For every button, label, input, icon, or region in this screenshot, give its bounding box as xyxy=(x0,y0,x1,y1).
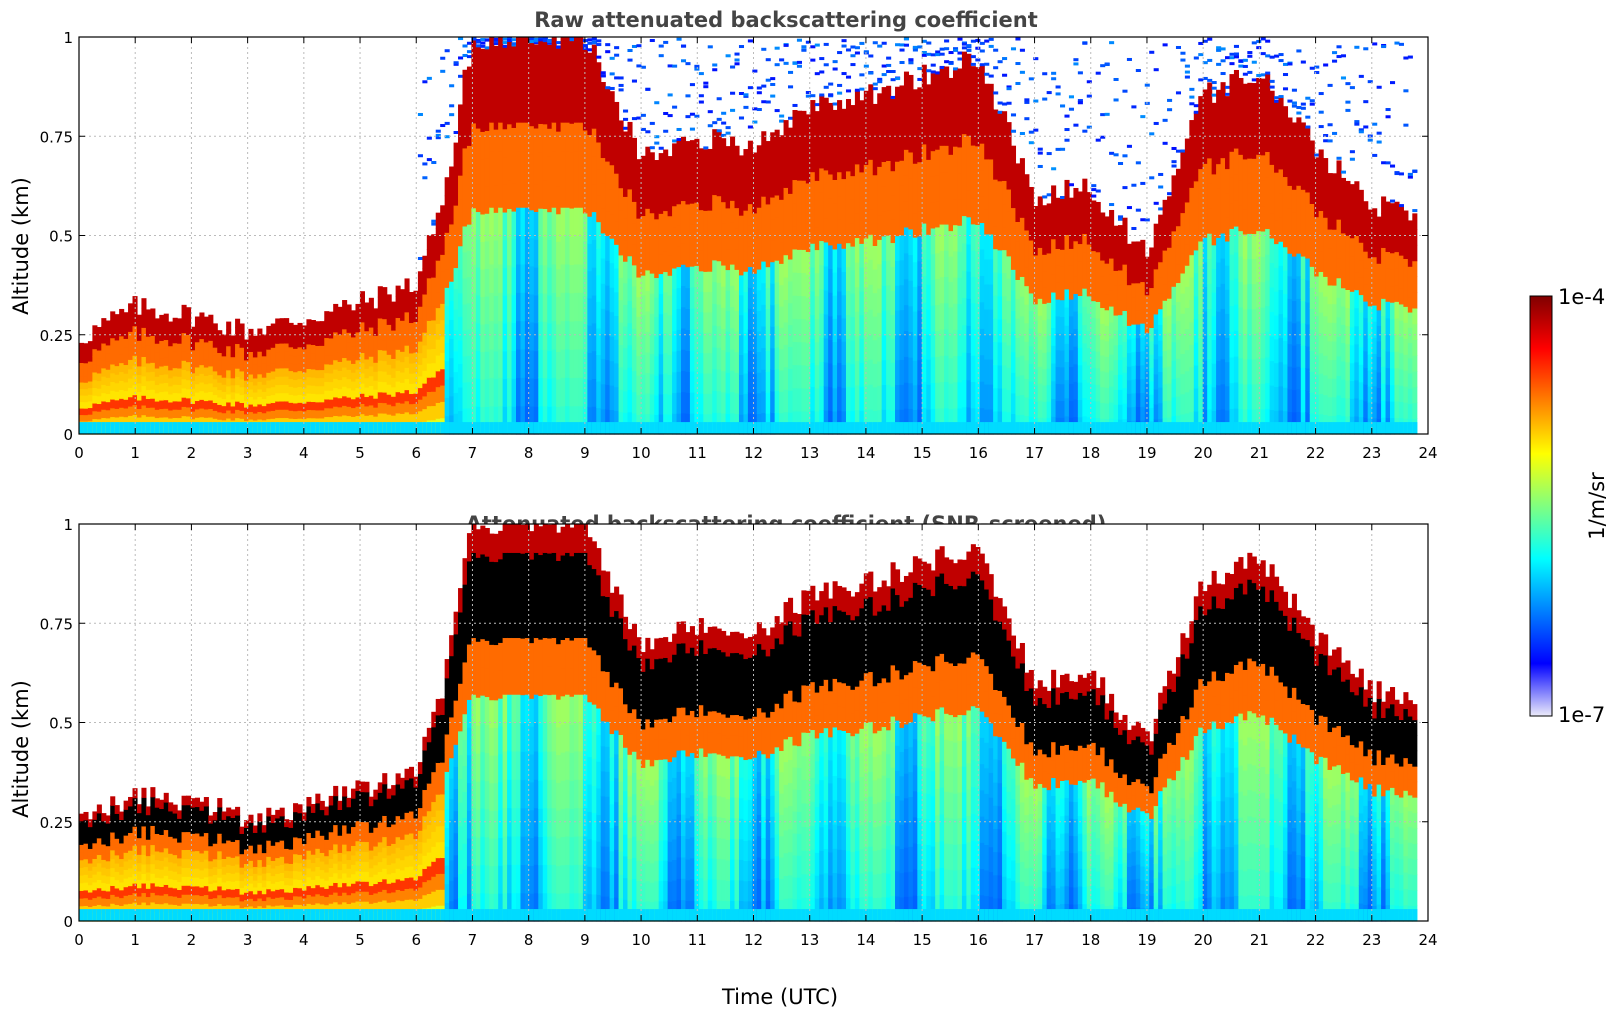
x-tick-label: 11 xyxy=(688,931,707,949)
x-tick-label: 8 xyxy=(524,931,534,949)
colorbar-gradient xyxy=(1529,295,1553,717)
x-tick-label: 17 xyxy=(1025,444,1044,462)
x-tick-label: 11 xyxy=(688,444,707,462)
x-tick-label: 0 xyxy=(74,931,84,949)
bottom-heatmap-panel: 0 1 2 3 4 5 6 7 8 9 10 11 12 13 14 15 16 17 18 19 20 21 22 23 24… xyxy=(40,516,1438,949)
colorbar-min-label: 1e-7 xyxy=(1558,703,1605,727)
x-tick-label: 21 xyxy=(1250,444,1269,462)
y-tick-label: 0.5 xyxy=(49,715,73,733)
x-tick-label: 22 xyxy=(1306,444,1325,462)
x-tick-label: 10 xyxy=(632,931,651,949)
bottom-y-axis-label: Altitude (km) xyxy=(9,680,33,818)
x-tick-label: 12 xyxy=(744,444,763,462)
x-tick-label: 20 xyxy=(1194,444,1213,462)
gridlines xyxy=(79,37,1428,434)
x-tick-label: 18 xyxy=(1081,931,1100,949)
y-tick-label: 0.25 xyxy=(40,327,73,345)
x-tick-label: 13 xyxy=(800,444,819,462)
y-tick-label: 1 xyxy=(63,29,73,47)
x-tick-label: 3 xyxy=(243,931,253,949)
y-tick-label: 0.75 xyxy=(40,128,73,146)
colorbar: 1e-4 1e-7 1/m/sr xyxy=(1529,285,1609,727)
y-tick-label: 0 xyxy=(63,913,73,931)
x-tick-label: 24 xyxy=(1418,444,1437,462)
x-tick-label: 16 xyxy=(969,444,988,462)
x-tick-label: 19 xyxy=(1137,931,1156,949)
x-tick-label: 21 xyxy=(1250,931,1269,949)
x-tick-label: 5 xyxy=(355,444,365,462)
y-tick-label: 1 xyxy=(63,516,73,534)
x-tick-label: 7 xyxy=(468,931,478,949)
x-tick-label: 17 xyxy=(1025,931,1044,949)
x-tick-label: 14 xyxy=(856,931,875,949)
x-tick-label: 24 xyxy=(1418,931,1437,949)
y-tick-label: 0.25 xyxy=(40,814,73,832)
x-tick-label: 9 xyxy=(580,444,590,462)
x-tick-label: 10 xyxy=(632,444,651,462)
colorbar-max-label: 1e-4 xyxy=(1558,285,1605,309)
x-tick-label: 4 xyxy=(299,444,309,462)
y-tick-label: 0.5 xyxy=(49,228,73,246)
x-tick-label: 19 xyxy=(1137,444,1156,462)
x-tick-label: 0 xyxy=(74,444,84,462)
x-tick-label: 23 xyxy=(1362,444,1381,462)
x-tick-label: 16 xyxy=(969,931,988,949)
x-tick-label: 2 xyxy=(187,931,197,949)
x-tick-label: 23 xyxy=(1362,931,1381,949)
x-tick-label: 22 xyxy=(1306,931,1325,949)
x-tick-label: 1 xyxy=(130,444,140,462)
x-tick-label: 12 xyxy=(744,931,763,949)
x-tick-label: 3 xyxy=(243,444,253,462)
heatmap-cells xyxy=(79,37,1418,435)
y-tick-label: 0 xyxy=(63,426,73,444)
colorbar-unit-label: 1/m/sr xyxy=(1585,472,1609,540)
x-tick-label: 2 xyxy=(187,444,197,462)
heatmap-cells xyxy=(79,524,1418,922)
x-tick-label: 13 xyxy=(800,931,819,949)
x-tick-label: 4 xyxy=(299,931,309,949)
y-tick-label: 0.75 xyxy=(40,615,73,633)
x-tick-label: 1 xyxy=(130,931,140,949)
x-tick-label: 6 xyxy=(411,931,421,949)
x-tick-label: 15 xyxy=(913,444,932,462)
x-tick-label: 8 xyxy=(524,444,534,462)
x-tick-label: 6 xyxy=(411,444,421,462)
x-tick-label: 18 xyxy=(1081,444,1100,462)
top-chart-title: Raw attenuated backscattering coefficien… xyxy=(534,8,1038,32)
x-tick-label: 7 xyxy=(468,444,478,462)
x-tick-label: 5 xyxy=(355,931,365,949)
gridlines xyxy=(79,524,1428,921)
x-tick-label: 9 xyxy=(580,931,590,949)
top-heatmap-panel: 0 1 2 3 4 5 6 7 8 9 10 11 12 13 14 15 16 17 18 19 20 21 22 23 24… xyxy=(40,29,1438,462)
x-tick-label: 15 xyxy=(913,931,932,949)
x-tick-label: 20 xyxy=(1194,931,1213,949)
bottom-x-axis-label: Time (UTC) xyxy=(721,985,838,1009)
top-y-axis-label: Altitude (km) xyxy=(9,177,33,315)
x-tick-label: 14 xyxy=(856,444,875,462)
